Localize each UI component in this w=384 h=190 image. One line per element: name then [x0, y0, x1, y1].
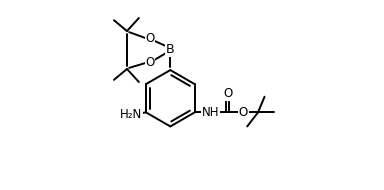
Text: O: O: [223, 87, 232, 101]
Text: O: O: [239, 106, 248, 119]
Text: H₂N: H₂N: [120, 108, 142, 121]
Text: O: O: [145, 32, 154, 45]
Text: B: B: [166, 43, 175, 56]
Text: O: O: [145, 56, 154, 69]
Text: NH: NH: [202, 106, 219, 119]
